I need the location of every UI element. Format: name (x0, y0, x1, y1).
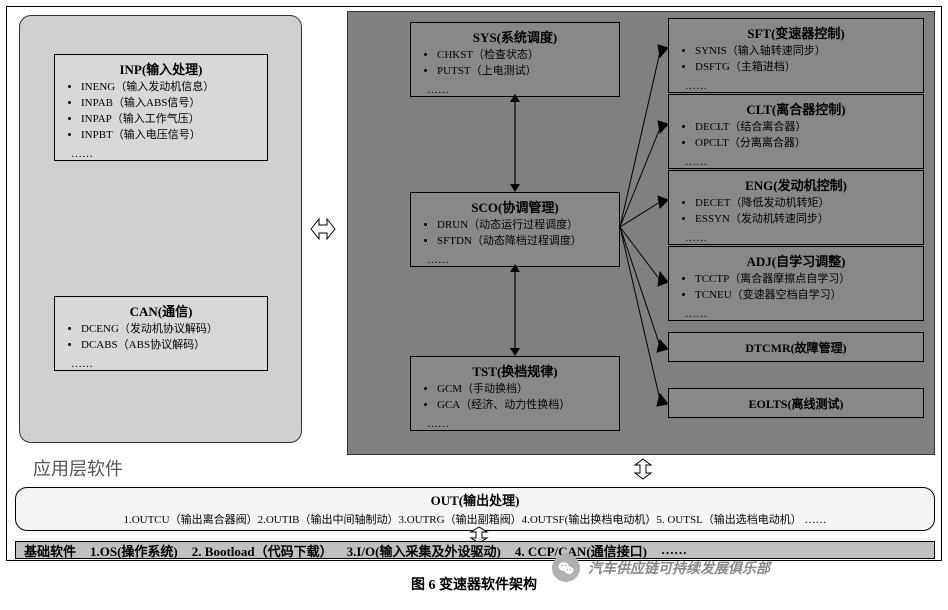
v-arrow-sco-tst (508, 264, 522, 356)
app-right-panel: SYS(系统调度) CHKST（检查状态） PUTST（上电测试） …… SCO… (347, 11, 935, 455)
sys-list: CHKST（检查状态） PUTST（上电测试） (411, 46, 619, 84)
ellipsis: …… (669, 80, 923, 92)
list-item: TCNEU（变速器空档自学习） (695, 288, 915, 304)
ellipsis: …… (669, 156, 923, 168)
list-item: GCM（手动换档） (437, 382, 611, 398)
app-layer-label: 应用层软件 (33, 455, 123, 481)
ellipsis: …… (55, 358, 267, 370)
inp-title: INP(输入处理) (55, 55, 267, 78)
sco-block: SCO(协调管理) DRUN（动态运行过程调度） SFTDN（动态降档过程调度）… (410, 192, 620, 267)
dtcmr-title: DTCMR(故障管理) (745, 339, 846, 356)
out-items: 1.OUTCU（输出离合器阀）2.OUTIB（输出中间轴制动）3.OUTRG（输… (16, 509, 934, 529)
list-item: SFTDN（动态降档过程调度） (437, 234, 611, 250)
tst-list: GCM（手动换档） GCA（经济、动力性换档） (411, 380, 619, 418)
ellipsis: …… (411, 418, 619, 430)
clt-block: CLT(离合器控制) DECLT（结合离合器）OPCLT（分离离合器） …… (668, 94, 924, 169)
base-item: 2. Bootload（代码下载） (192, 541, 333, 560)
sys-title: SYS(系统调度) (411, 23, 619, 46)
can-block: CAN(通信) DCENG（发动机协议解码） DCABS（ABS协议解码） …… (54, 296, 268, 371)
adj-title: ADJ(自学习调整) (669, 247, 923, 270)
list-item: TCCTP（离合器摩擦点自学习） (695, 272, 915, 288)
list-item: GCA（经济、动力性换档） (437, 398, 611, 414)
ellipsis: …… (669, 232, 923, 244)
ellipsis: …… (55, 148, 267, 160)
list-item: DCABS（ABS协议解码） (81, 338, 259, 354)
can-title: CAN(通信) (55, 297, 267, 320)
list-item: ESSYN（发动机转速同步） (695, 212, 915, 228)
base-item: 1.OS(操作系统) (90, 541, 178, 560)
dtcmr-block: DTCMR(故障管理) (668, 332, 924, 362)
out-block: OUT(输出处理) 1.OUTCU（输出离合器阀）2.OUTIB（输出中间轴制动… (15, 487, 935, 531)
sft-block: SFT(变速器控制) SYNIS（输入轴转速同步）DSFTG（主箱进档） …… (668, 18, 924, 93)
base-label: 基础软件 (24, 541, 76, 560)
sft-title: SFT(变速器控制) (669, 19, 923, 42)
list-item: DCENG（发动机协议解码） (81, 322, 259, 338)
can-list: DCENG（发动机协议解码） DCABS（ABS协议解码） (55, 320, 267, 358)
outer-frame: INP(输入处理) INENG（输入发动机信息） INPAB（输入ABS信号） … (6, 6, 942, 561)
bidir-arrow-lr (311, 211, 335, 247)
sys-block: SYS(系统调度) CHKST（检查状态） PUTST（上电测试） …… (410, 22, 620, 97)
ellipsis: …… (669, 308, 923, 320)
eng-title: ENG(发动机控制) (669, 171, 923, 194)
bidir-arrow-v-out (625, 459, 661, 479)
list-item: DRUN（动态运行过程调度） (437, 218, 611, 234)
eolts-title: EOLTS(离线测试) (749, 395, 844, 412)
list-item: INPBT（输入电压信号） (81, 128, 259, 144)
list-item: INPAB（输入ABS信号） (81, 96, 259, 112)
list-item: DECLT（结合离合器） (695, 120, 915, 136)
out-title: OUT(输出处理) (16, 488, 934, 509)
app-layer: INP(输入处理) INENG（输入发动机信息） INPAB（输入ABS信号） … (11, 11, 939, 487)
fan-arrows (620, 42, 668, 404)
list-item: OPCLT（分离离合器） (695, 136, 915, 152)
tst-title: TST(换档规律) (411, 357, 619, 380)
base-block: 基础软件 1.OS(操作系统) 2. Bootload（代码下载） 3.I/O(… (15, 541, 935, 559)
v-arrow-sys-sco (508, 94, 522, 192)
inp-block: INP(输入处理) INENG（输入发动机信息） INPAB（输入ABS信号） … (54, 54, 268, 161)
eolts-block: EOLTS(离线测试) (668, 388, 924, 418)
app-left-panel: INP(输入处理) INENG（输入发动机信息） INPAB（输入ABS信号） … (19, 15, 302, 443)
sco-list: DRUN（动态运行过程调度） SFTDN（动态降档过程调度） (411, 216, 619, 254)
list-item: PUTST（上电测试） (437, 64, 611, 80)
tst-block: TST(换档规律) GCM（手动换档） GCA（经济、动力性换档） …… (410, 356, 620, 431)
figure-caption: 图 6 变速器软件架构 (0, 574, 948, 594)
list-item: SYNIS（输入轴转速同步） (695, 44, 915, 60)
adj-block: ADJ(自学习调整) TCCTP（离合器摩擦点自学习）TCNEU（变速器空档自学… (668, 246, 924, 321)
list-item: INENG（输入发动机信息） (81, 80, 259, 96)
eng-block: ENG(发动机控制) DECET（降低发动机转矩）ESSYN（发动机转速同步） … (668, 170, 924, 245)
list-item: INPAP（输入工作气压） (81, 112, 259, 128)
clt-title: CLT(离合器控制) (669, 95, 923, 118)
sco-title: SCO(协调管理) (411, 193, 619, 216)
inp-list: INENG（输入发动机信息） INPAB（输入ABS信号） INPAP（输入工作… (55, 78, 267, 148)
list-item: DECET（降低发动机转矩） (695, 196, 915, 212)
list-item: CHKST（检查状态） (437, 48, 611, 64)
base-item: 3.I/O(输入采集及外设驱动) (347, 541, 501, 560)
list-item: DSFTG（主箱进档） (695, 60, 915, 76)
